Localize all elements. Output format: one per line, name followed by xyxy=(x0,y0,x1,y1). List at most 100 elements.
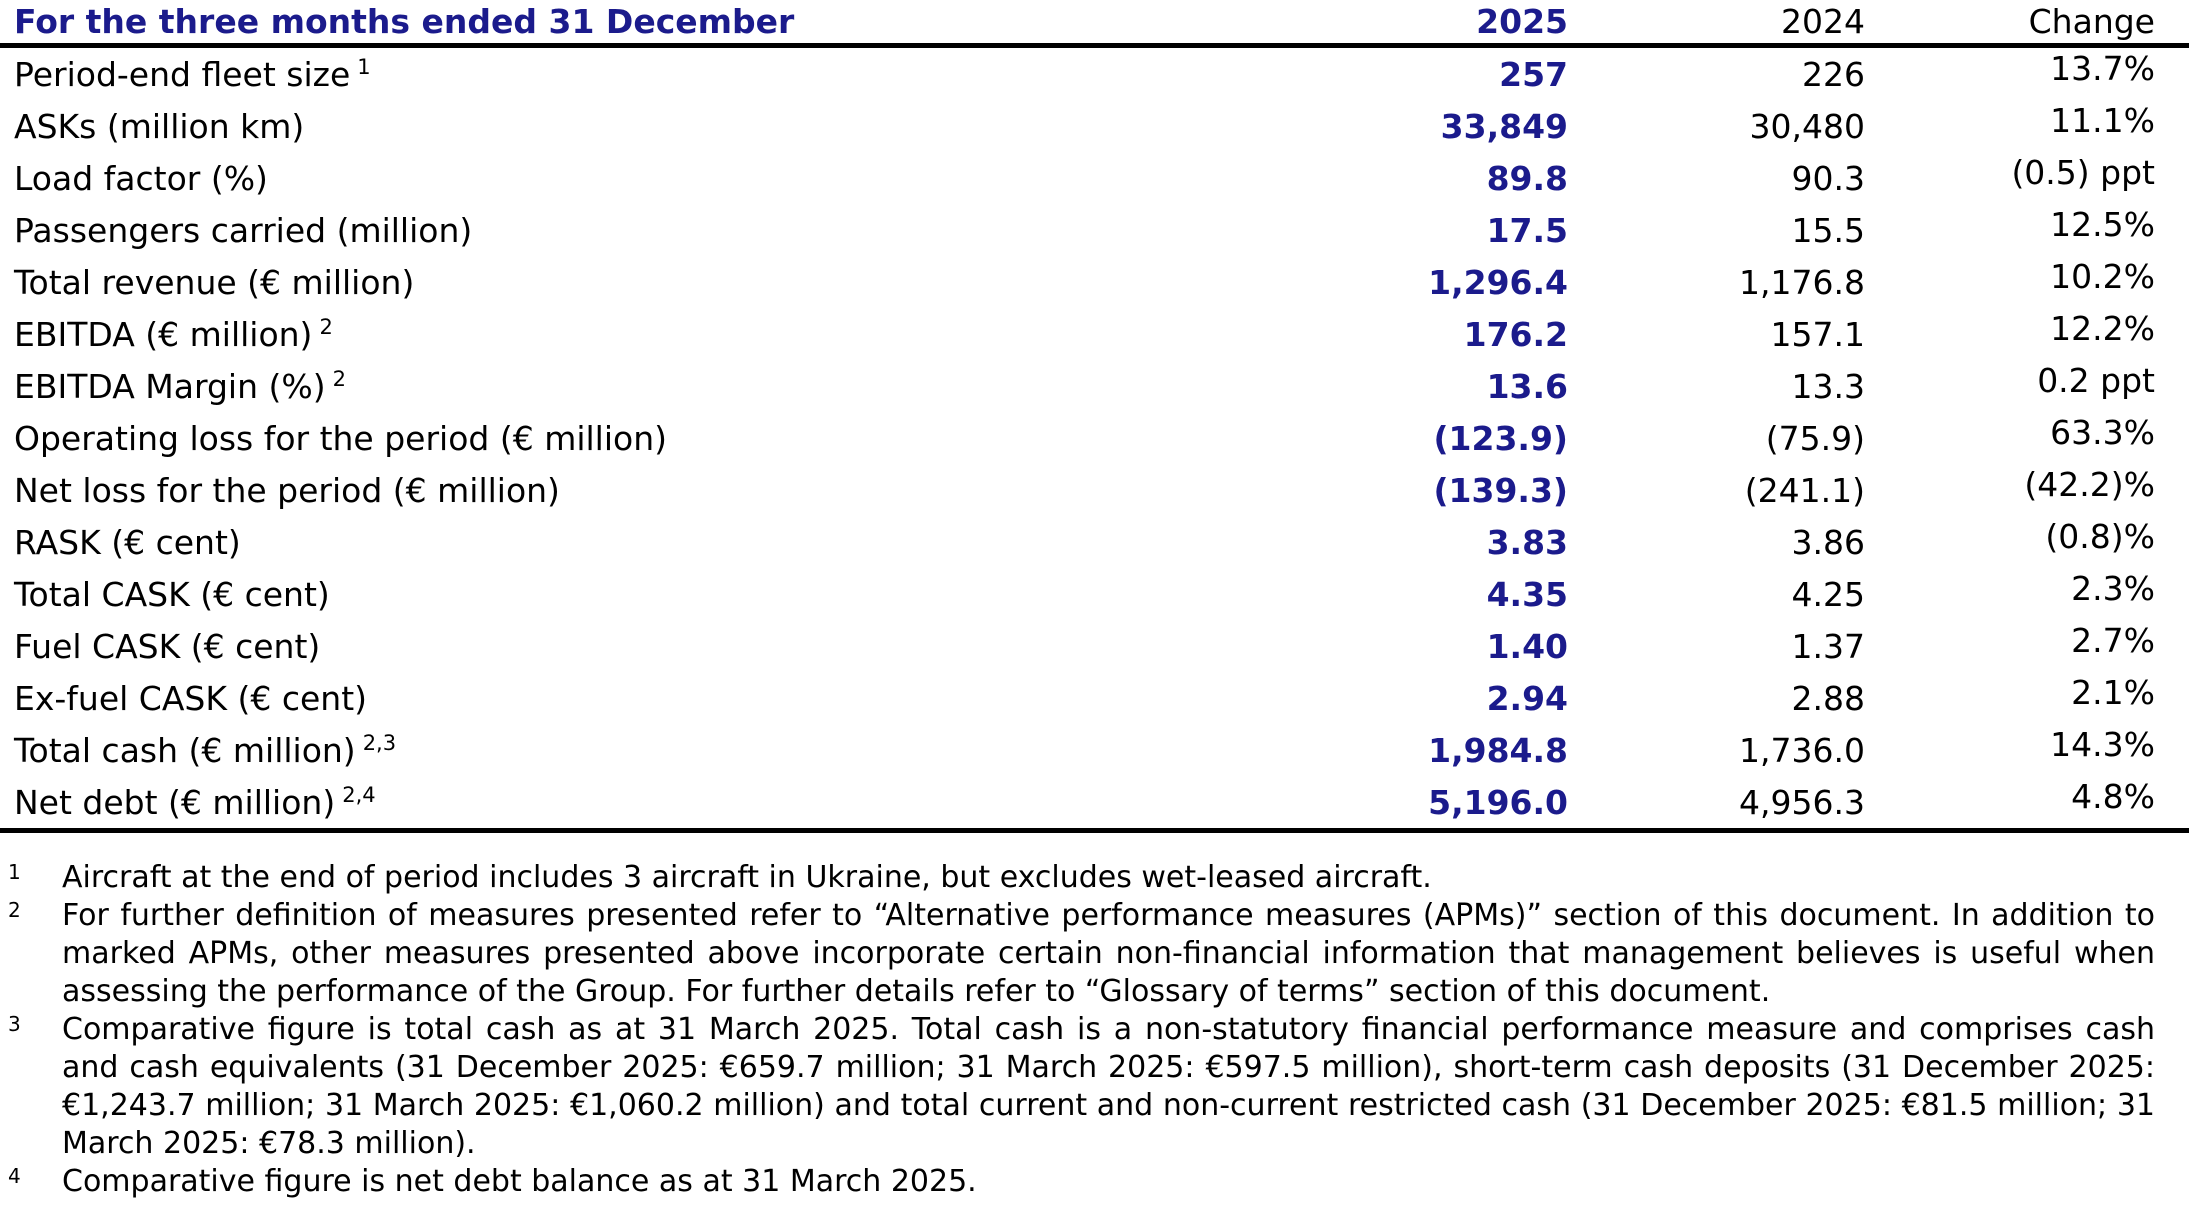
row-label: Passengers carried (million) xyxy=(14,210,473,250)
table-row: Ex-fuel CASK (€ cent) 2.94 2.88 2.1% xyxy=(0,672,2189,724)
value-2025: 33,849 xyxy=(1440,106,1568,146)
value-change: 12.2% xyxy=(2050,308,2155,348)
row-label: Ex-fuel CASK (€ cent) xyxy=(14,678,368,718)
value-2024: 4.25 xyxy=(1791,574,1865,614)
value-2024: 3.86 xyxy=(1791,522,1865,562)
row-label: EBITDA Margin (%) 2 xyxy=(14,366,346,406)
value-change: 63.3% xyxy=(2050,412,2155,452)
value-2025: 4.35 xyxy=(1486,574,1568,614)
table-row: Total CASK (€ cent) 4.35 4.25 2.3% xyxy=(0,568,2189,620)
footnote-text: Comparative figure is net debt balance a… xyxy=(62,1164,977,1199)
footnote: 3 Comparative figure is total cash as at… xyxy=(8,1011,2155,1163)
table-row: Passengers carried (million) 17.5 15.5 1… xyxy=(0,204,2189,256)
footnote-text: Comparative figure is total cash as at 3… xyxy=(62,1012,2155,1161)
table-row: Period-end fleet size 1 257 226 13.7% xyxy=(0,48,2189,100)
row-label: Total cash (€ million) 2,3 xyxy=(14,730,397,770)
value-change: 13.7% xyxy=(2050,48,2155,88)
footnote-text: Aircraft at the end of period includes 3… xyxy=(62,860,1432,895)
value-2024: 30,480 xyxy=(1749,106,1865,146)
column-header-change: Change xyxy=(2028,2,2155,41)
value-2024: 15.5 xyxy=(1791,210,1865,250)
value-2024: 1,736.0 xyxy=(1739,730,1865,770)
value-change: 14.3% xyxy=(2050,724,2155,764)
value-change: 10.2% xyxy=(2050,256,2155,296)
financial-summary-table: For the three months ended 31 December 2… xyxy=(0,0,2189,833)
value-2025: 1,296.4 xyxy=(1428,262,1568,302)
row-label: Fuel CASK (€ cent) xyxy=(14,626,321,666)
value-2025: 17.5 xyxy=(1486,210,1568,250)
row-label: ASKs (million km) xyxy=(14,106,305,146)
table-title: For the three months ended 31 December xyxy=(14,2,795,41)
table-row: Net debt (€ million) 2,4 5,196.0 4,956.3 … xyxy=(0,776,2189,828)
table-row: Total revenue (€ million) 1,296.4 1,176.… xyxy=(0,256,2189,308)
value-2025: 1,984.8 xyxy=(1428,730,1568,770)
row-label: Total revenue (€ million) xyxy=(14,262,415,302)
value-2024: 13.3 xyxy=(1791,366,1865,406)
value-2025: (123.9) xyxy=(1433,418,1568,458)
table-row: Total cash (€ million) 2,3 1,984.8 1,736.… xyxy=(0,724,2189,776)
footnote-marker: 3 xyxy=(8,1012,21,1036)
value-change: 2.1% xyxy=(2071,672,2155,712)
footnote-text: For further definition of measures prese… xyxy=(62,898,2155,1009)
row-footnote-marker: 2 xyxy=(332,366,346,391)
value-2025: 1.40 xyxy=(1486,626,1568,666)
value-2025: 2.94 xyxy=(1486,678,1568,718)
value-2024: 226 xyxy=(1802,54,1865,94)
value-2024: 157.1 xyxy=(1770,314,1865,354)
table-row: Load factor (%) 89.8 90.3 (0.5) ppt xyxy=(0,152,2189,204)
value-change: 2.3% xyxy=(2071,568,2155,608)
table-row: Fuel CASK (€ cent) 1.40 1.37 2.7% xyxy=(0,620,2189,672)
row-label: Load factor (%) xyxy=(14,158,268,198)
column-header-2024: 2024 xyxy=(1781,2,1865,41)
column-header-2025: 2025 xyxy=(1476,2,1568,41)
value-2025: (139.3) xyxy=(1433,470,1568,510)
row-label: RASK (€ cent) xyxy=(14,522,241,562)
footnotes-section: 1 Aircraft at the end of period includes… xyxy=(0,859,2189,1201)
value-2024: (241.1) xyxy=(1744,470,1865,510)
row-label: Net loss for the period (€ million) xyxy=(14,470,560,510)
value-change: (0.8)% xyxy=(2045,516,2155,556)
value-2024: 2.88 xyxy=(1791,678,1865,718)
value-2025: 176.2 xyxy=(1463,314,1568,354)
value-change: 0.2 ppt xyxy=(2037,360,2155,400)
value-2024: (75.9) xyxy=(1765,418,1865,458)
value-change: 11.1% xyxy=(2050,100,2155,140)
value-change: 2.7% xyxy=(2071,620,2155,660)
table-row: Net loss for the period (€ million) (139… xyxy=(0,464,2189,516)
footnote: 2 For further definition of measures pre… xyxy=(8,897,2155,1011)
footnote-marker: 2 xyxy=(8,898,21,922)
row-label: Total CASK (€ cent) xyxy=(14,574,330,614)
value-2024: 4,956.3 xyxy=(1739,782,1865,822)
value-2024: 90.3 xyxy=(1791,158,1865,198)
value-change: 4.8% xyxy=(2071,776,2155,816)
value-2024: 1.37 xyxy=(1791,626,1865,666)
row-footnote-marker: 1 xyxy=(357,54,371,79)
footnote-marker: 1 xyxy=(8,860,21,884)
table-body: Period-end fleet size 1 257 226 13.7% ASK… xyxy=(0,48,2189,833)
value-change: (42.2)% xyxy=(2024,464,2155,504)
table-row: EBITDA Margin (%) 2 13.6 13.3 0.2 ppt xyxy=(0,360,2189,412)
row-footnote-marker: 2,3 xyxy=(362,730,397,755)
row-label: Operating loss for the period (€ million… xyxy=(14,418,667,458)
value-change: 12.5% xyxy=(2050,204,2155,244)
value-2025: 3.83 xyxy=(1486,522,1568,562)
value-2025: 5,196.0 xyxy=(1428,782,1568,822)
value-2025: 89.8 xyxy=(1486,158,1568,198)
footnote: 1 Aircraft at the end of period includes… xyxy=(8,859,2155,897)
footnote: 4 Comparative figure is net debt balance… xyxy=(8,1163,2155,1201)
table-row: ASKs (million km) 33,849 30,480 11.1% xyxy=(0,100,2189,152)
value-2024: 1,176.8 xyxy=(1739,262,1865,302)
table-row: Operating loss for the period (€ million… xyxy=(0,412,2189,464)
value-change: (0.5) ppt xyxy=(2011,152,2155,192)
table-row: EBITDA (€ million) 2 176.2 157.1 12.2% xyxy=(0,308,2189,360)
row-footnote-marker: 2,4 xyxy=(342,782,376,807)
table-header-row: For the three months ended 31 December 2… xyxy=(0,0,2189,48)
value-2025: 13.6 xyxy=(1486,366,1568,406)
row-footnote-marker: 2 xyxy=(319,314,333,339)
row-label: EBITDA (€ million) 2 xyxy=(14,314,333,354)
row-label: Period-end fleet size 1 xyxy=(14,54,371,94)
row-label: Net debt (€ million) 2,4 xyxy=(14,782,376,822)
table-row: RASK (€ cent) 3.83 3.86 (0.8)% xyxy=(0,516,2189,568)
footnote-marker: 4 xyxy=(8,1164,21,1188)
